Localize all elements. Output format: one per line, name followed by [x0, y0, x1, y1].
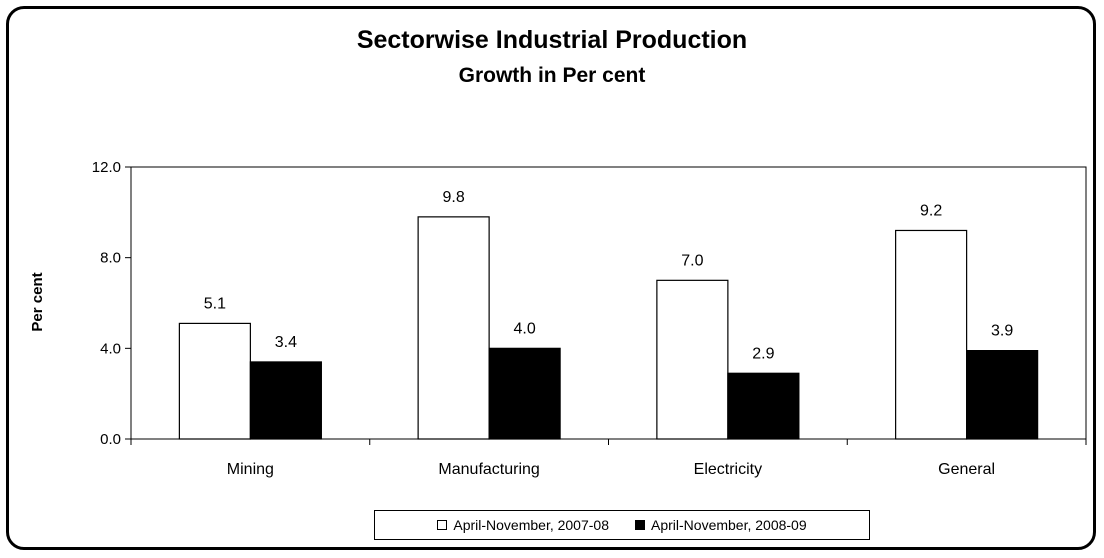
data-label-series-2: 3.4: [275, 334, 297, 351]
data-label-series-1: 9.8: [443, 189, 465, 206]
chart-axes: 0.0 4.0 8.0 12.0 Mining Manufacturing Electric…: [92, 159, 1087, 478]
y-tick-label: 0.0: [100, 431, 121, 448]
bar-series-2: [488, 347, 561, 440]
y-tick-label: 12.0: [92, 159, 121, 176]
bar-series-2: [249, 361, 322, 440]
bar-series-2: [966, 350, 1039, 440]
legend-item-series-2: April-November, 2008-09: [635, 517, 807, 533]
chart-labels: 5.1 3.4 9.8 4.0 7.0 2.9 9.2 3.9: [204, 189, 1014, 362]
bar-series-1: [178, 322, 251, 440]
y-axis-label: Per cent: [29, 272, 46, 331]
data-label-series-2: 3.9: [991, 323, 1013, 340]
bar-series-1: [895, 229, 968, 440]
y-tick-label: 4.0: [100, 340, 121, 357]
legend-item-series-1: April-November, 2007-08: [437, 517, 609, 533]
x-tick-label: Manufacturing: [438, 461, 539, 478]
chart-title: Sectorwise Industrial Production: [356, 26, 748, 54]
x-tick-label: General: [938, 461, 995, 478]
legend-swatch-series-2: [635, 520, 645, 530]
chart-bars: [178, 216, 1039, 440]
bar-series-1: [417, 216, 490, 440]
x-tick-label: Electricity: [694, 461, 762, 478]
chart-subtitle: Growth in Per cent: [458, 64, 646, 87]
y-tick-label: 8.0: [100, 250, 121, 267]
data-label-series-2: 4.0: [514, 320, 536, 337]
data-label-series-1: 9.2: [920, 202, 942, 219]
x-tick-label: Mining: [227, 461, 274, 478]
legend-label-series-1: April-November, 2007-08: [453, 517, 609, 533]
data-label-series-1: 5.1: [204, 295, 226, 312]
bar-series-2: [727, 372, 800, 440]
data-label-series-2: 2.9: [752, 345, 774, 362]
data-label-series-1: 7.0: [681, 252, 703, 269]
bar-series-1: [656, 279, 729, 440]
legend-swatch-series-1: [437, 520, 448, 530]
legend-label-series-2: April-November, 2008-09: [651, 517, 807, 533]
chart-legend: April-November, 2007-08 April-November, …: [374, 510, 870, 540]
